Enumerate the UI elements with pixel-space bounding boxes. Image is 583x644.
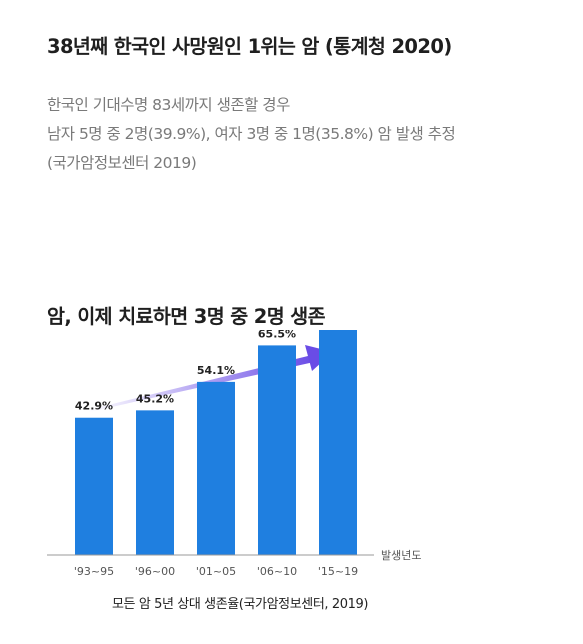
description-line-1: 한국인 기대수명 83세까지 생존할 경우 (47, 96, 290, 114)
x-tick-label-2: '96~00 (135, 565, 175, 578)
bar-value-label-2: 45.2% (136, 392, 174, 405)
x-tick-label-4: '06~10 (257, 565, 297, 578)
bar-1 (75, 417, 113, 555)
description: 한국인 기대수명 83세까지 생존할 경우 남자 5명 중 2명(39.9%),… (47, 91, 456, 178)
description-line-3: (국가암정보센터 2019) (47, 154, 197, 172)
bar-5 (319, 330, 357, 555)
x-tick-label-5: '15~19 (318, 565, 358, 578)
bar-value-label-4: 65.5% (258, 330, 296, 340)
chart-caption: 모든 암 5년 상대 생존율(국가암정보센터, 2019) (111, 597, 369, 612)
headline: 38년째 한국인 사망원인 1위는 암 (통계청 2020) (47, 35, 452, 58)
x-axis-label: 발생년도 (381, 549, 421, 562)
bar-value-label-3: 54.1% (197, 364, 235, 377)
bar-value-label-1: 42.9% (75, 400, 113, 413)
description-line-2: 남자 5명 중 2명(39.9%), 여자 3명 중 1명(35.8%) 암 발… (47, 125, 456, 143)
bar-4 (258, 345, 296, 555)
x-tick-label-3: '01~05 (196, 565, 236, 578)
x-tick-label-1: '93~95 (74, 565, 114, 578)
chart-title: 암, 이제 치료하면 3명 중 2명 생존 (47, 305, 326, 328)
survival-rate-chart: 42.9%45.2%54.1%65.5%70.7% '93~95'96~00'0… (47, 330, 421, 578)
bar-2 (136, 410, 174, 555)
bar-3 (197, 381, 235, 555)
